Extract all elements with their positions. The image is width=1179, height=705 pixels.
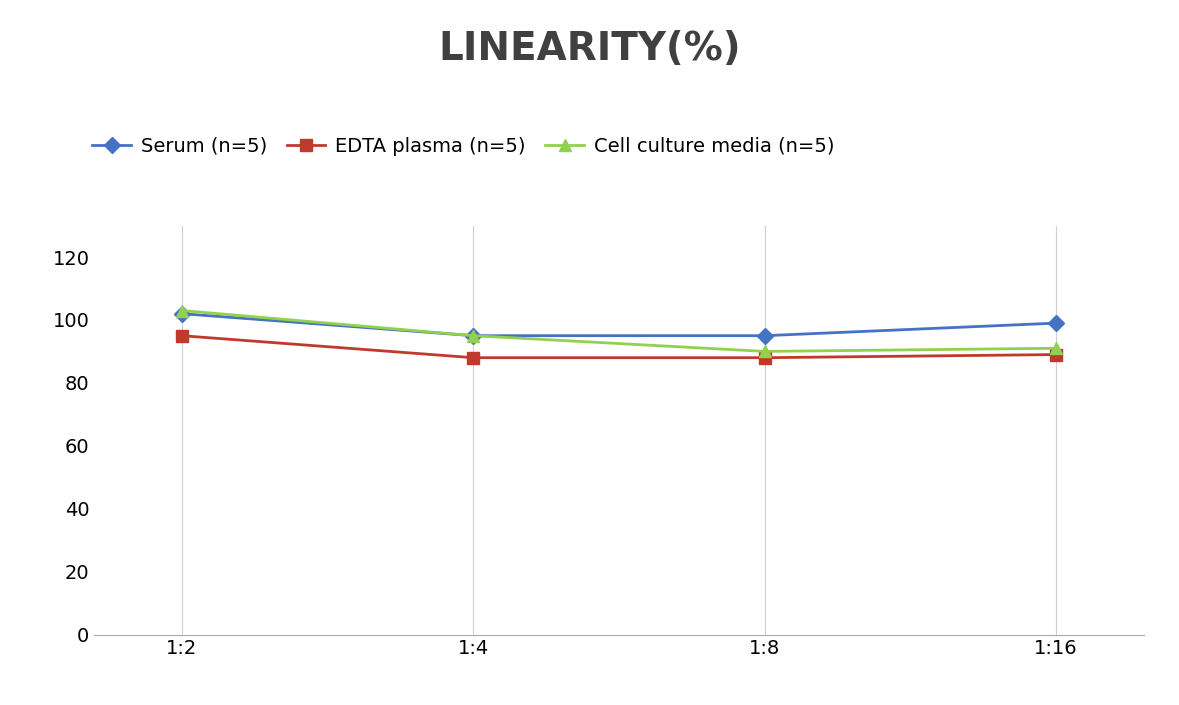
- EDTA plasma (n=5): [1049, 350, 1063, 359]
- Line: EDTA plasma (n=5): EDTA plasma (n=5): [176, 330, 1062, 363]
- Line: Serum (n=5): Serum (n=5): [176, 308, 1062, 341]
- EDTA plasma (n=5): [758, 353, 772, 362]
- Cell culture media (n=5): [466, 331, 480, 340]
- EDTA plasma (n=5): [466, 353, 480, 362]
- Serum (n=5): [758, 331, 772, 340]
- Legend: Serum (n=5), EDTA plasma (n=5), Cell culture media (n=5): Serum (n=5), EDTA plasma (n=5), Cell cul…: [92, 137, 835, 156]
- Text: LINEARITY(%): LINEARITY(%): [439, 30, 740, 68]
- Cell culture media (n=5): [1049, 344, 1063, 352]
- Serum (n=5): [1049, 319, 1063, 327]
- EDTA plasma (n=5): [174, 331, 189, 340]
- Cell culture media (n=5): [758, 347, 772, 355]
- Serum (n=5): [174, 309, 189, 318]
- Line: Cell culture media (n=5): Cell culture media (n=5): [176, 305, 1062, 357]
- Serum (n=5): [466, 331, 480, 340]
- Cell culture media (n=5): [174, 306, 189, 314]
